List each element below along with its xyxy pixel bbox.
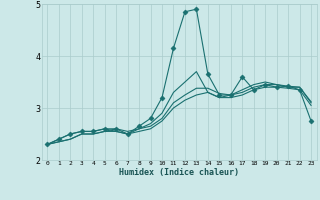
X-axis label: Humidex (Indice chaleur): Humidex (Indice chaleur) [119,168,239,177]
